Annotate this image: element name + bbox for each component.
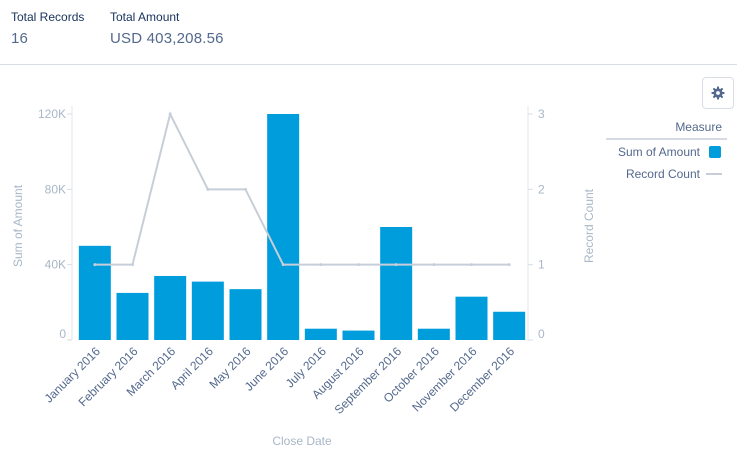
total-records-value: 16 <box>11 30 29 47</box>
y2-tick-label: 2 <box>538 182 545 196</box>
y-tick-label: 80K <box>45 182 66 196</box>
total-amount-value: USD 403,208.56 <box>110 30 224 47</box>
y-tick-label: 40K <box>45 258 66 272</box>
y2-tick-label: 1 <box>538 258 545 272</box>
total-records-label: Total Records <box>11 10 85 24</box>
record-count-point <box>93 263 97 267</box>
bar[interactable] <box>191 281 224 340</box>
bar[interactable] <box>267 114 300 340</box>
bar[interactable] <box>342 330 375 340</box>
record-count-point <box>319 263 323 267</box>
legend-title: Measure <box>675 120 722 134</box>
x-tick-label: November 2016 <box>409 344 480 415</box>
y2-tick-label: 3 <box>538 107 545 121</box>
record-count-point <box>470 263 473 267</box>
bar[interactable] <box>493 311 526 340</box>
total-amount-stat: Total Amount USD 403,208.56 <box>110 10 224 47</box>
y2-axis-title: Record Count <box>582 188 596 263</box>
bar[interactable] <box>154 275 187 340</box>
legend-swatch-bar <box>709 146 721 158</box>
x-tick-label: December 2016 <box>447 344 518 415</box>
record-count-point <box>432 263 436 267</box>
bar[interactable] <box>116 292 149 340</box>
bar[interactable] <box>78 245 111 340</box>
bar[interactable] <box>380 227 413 340</box>
bar[interactable] <box>455 296 488 340</box>
bar[interactable] <box>229 289 262 340</box>
summary-header: Total Records 16 Total Amount USD 403,20… <box>0 0 737 65</box>
record-count-point <box>244 187 247 191</box>
total-amount-label: Total Amount <box>110 10 180 24</box>
bar[interactable] <box>417 328 450 340</box>
record-count-point <box>131 263 134 267</box>
record-count-point <box>507 263 511 267</box>
y-axis-title: Sum of Amount <box>11 184 25 267</box>
record-count-point <box>168 112 172 116</box>
x-axis-title: Close Date <box>272 434 332 448</box>
bar[interactable] <box>304 328 337 340</box>
chart-settings-button[interactable] <box>702 77 734 109</box>
record-count-point <box>357 263 360 267</box>
y2-tick-label: 0 <box>538 327 545 341</box>
gear-icon <box>711 86 725 100</box>
record-count-line <box>94 111 510 266</box>
record-count-point <box>394 263 398 267</box>
total-records-stat: Total Records 16 <box>11 10 84 47</box>
y-tick-label: 120K <box>38 107 66 121</box>
legend-label: Record Count <box>626 167 701 181</box>
record-count-point <box>206 187 210 191</box>
legend-label: Sum of Amount <box>618 145 701 159</box>
x-tick-label: September 2016 <box>332 344 405 417</box>
record-count-point <box>281 263 285 267</box>
y-tick-label: 0 <box>59 327 66 341</box>
